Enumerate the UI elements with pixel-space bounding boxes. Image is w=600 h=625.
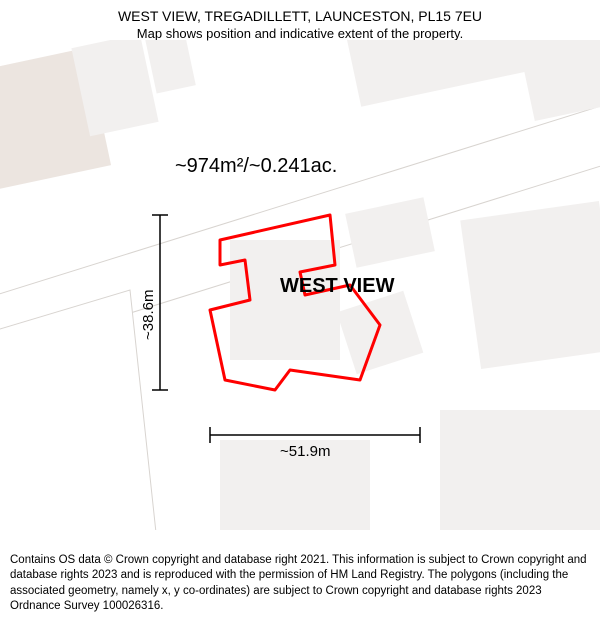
page-title: WEST VIEW, TREGADILLETT, LAUNCESTON, PL1… — [0, 8, 600, 24]
building-footprint — [337, 291, 424, 374]
building-footprint — [460, 201, 600, 369]
building-footprint — [508, 40, 600, 121]
height-dimension-label: ~38.6m — [140, 290, 157, 340]
road — [0, 290, 160, 530]
width-dimension-label: ~51.9m — [280, 443, 330, 460]
area-label: ~974m²/~0.241ac. — [175, 155, 337, 178]
building-footprint — [144, 40, 196, 94]
property-name-label: WEST VIEW — [280, 275, 394, 298]
building-footprint — [440, 410, 600, 530]
header: WEST VIEW, TREGADILLETT, LAUNCESTON, PL1… — [0, 0, 600, 41]
copyright-footer: Contains OS data © Crown copyright and d… — [10, 553, 590, 615]
building-footprint — [343, 40, 528, 107]
page-subtitle: Map shows position and indicative extent… — [0, 26, 600, 41]
map-container: ~974m²/~0.241ac. WEST VIEW ~38.6m ~51.9m — [0, 40, 600, 530]
